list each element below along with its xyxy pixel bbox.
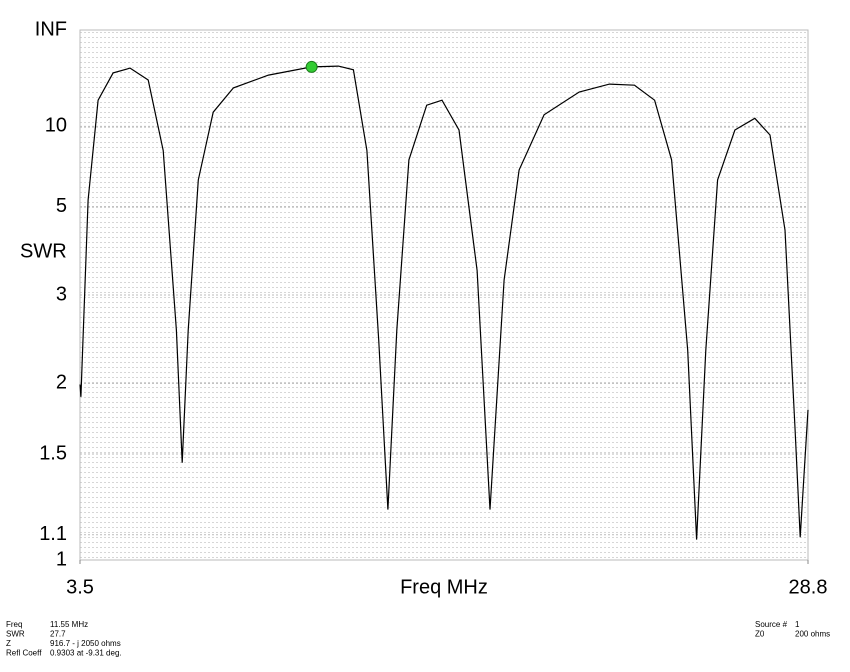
x-tick-label: 3.5: [66, 576, 94, 598]
info-value: 200 ohms: [795, 630, 830, 639]
info-label: Source #: [755, 620, 788, 629]
cursor-marker: [305, 60, 318, 73]
info-value: 27.7: [50, 630, 66, 639]
info-value: 1: [795, 620, 800, 629]
info-label: SWR: [6, 630, 25, 639]
y-tick-label: 3: [56, 283, 67, 305]
y-tick-label: 1.1: [39, 523, 67, 545]
series-line: [79, 65, 809, 540]
y-tick-label: 1.5: [39, 442, 67, 464]
info-label: Freq: [6, 620, 22, 629]
y-tick-label: 1: [56, 548, 67, 570]
x-tick-label: 28.8: [789, 576, 828, 598]
info-value: 0.9303 at -9.31 deg.: [50, 649, 122, 658]
info-label: Z0: [755, 630, 765, 639]
info-label: Refl Coeff: [6, 649, 42, 658]
y-axis-label: SWR: [20, 240, 67, 262]
x-axis-label: Freq MHz: [400, 576, 488, 598]
info-value: 11.55 MHz: [50, 620, 88, 629]
info-label: Z: [6, 639, 11, 648]
y-tick-label: INF: [35, 18, 67, 40]
y-tick-label: 5: [56, 195, 67, 217]
y-tick-label: 10: [45, 115, 67, 137]
y-tick-label: 2: [56, 372, 67, 394]
info-value: 916.7 - j 2050 ohms: [50, 639, 121, 648]
